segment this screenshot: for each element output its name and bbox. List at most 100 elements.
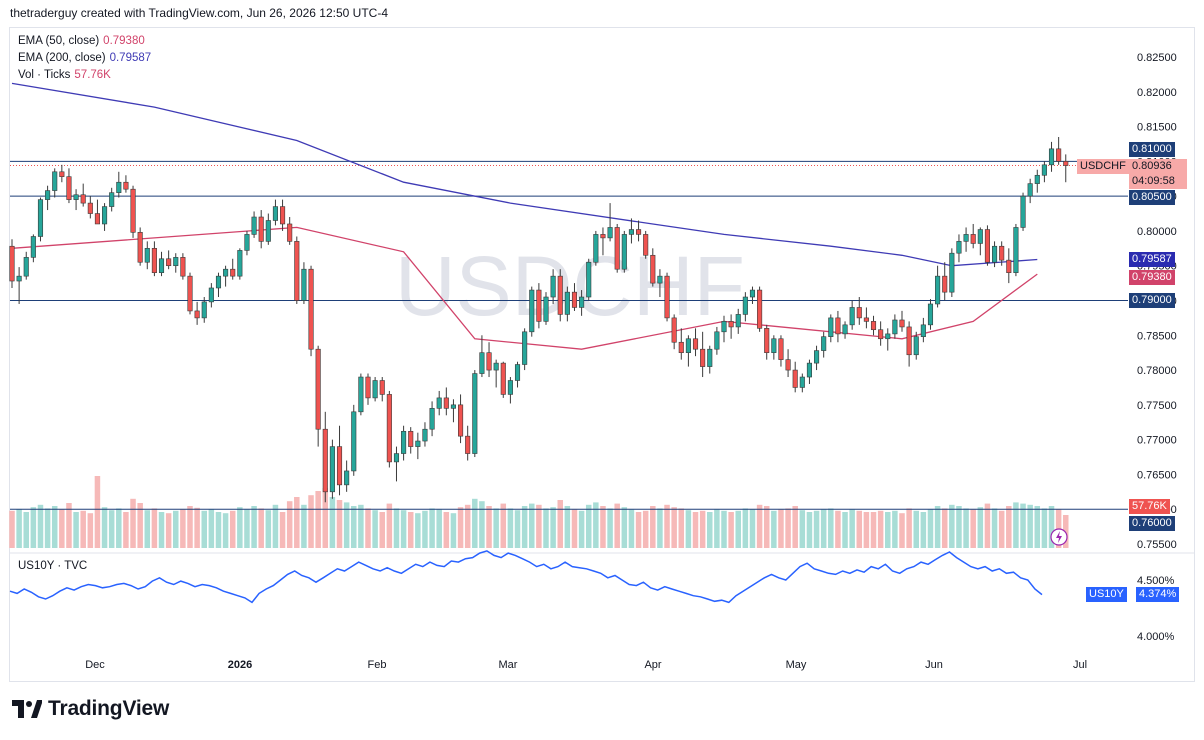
- candle[interactable]: [66, 168, 72, 204]
- candle[interactable]: [287, 217, 293, 245]
- candle[interactable]: [322, 411, 328, 503]
- candle[interactable]: [272, 199, 278, 226]
- candle[interactable]: [315, 345, 321, 447]
- candle[interactable]: [792, 361, 798, 393]
- candle[interactable]: [685, 335, 691, 367]
- candle[interactable]: [429, 401, 435, 437]
- candle[interactable]: [749, 286, 756, 304]
- candle[interactable]: [365, 373, 371, 405]
- candle[interactable]: [123, 175, 129, 193]
- candle[interactable]: [45, 185, 51, 211]
- candle[interactable]: [230, 258, 236, 280]
- candle[interactable]: [180, 253, 186, 280]
- candle[interactable]: [116, 171, 122, 198]
- candle[interactable]: [52, 168, 58, 198]
- candle[interactable]: [187, 272, 193, 315]
- candle[interactable]: [1063, 154, 1069, 183]
- candle[interactable]: [59, 164, 65, 183]
- candle[interactable]: [408, 427, 414, 454]
- candle[interactable]: [294, 236, 300, 304]
- candle[interactable]: [500, 361, 506, 398]
- ema200-line[interactable]: [11, 82, 1038, 267]
- candle[interactable]: [728, 314, 734, 339]
- candle[interactable]: [358, 373, 364, 416]
- candle[interactable]: [329, 439, 335, 499]
- alert-lightning-icon[interactable]: [1050, 528, 1068, 546]
- candle[interactable]: [942, 262, 948, 301]
- candle[interactable]: [671, 314, 677, 350]
- candle[interactable]: [878, 321, 884, 346]
- candle[interactable]: [764, 324, 770, 360]
- candle[interactable]: [16, 267, 22, 304]
- candle[interactable]: [109, 187, 115, 212]
- candle[interactable]: [628, 218, 634, 244]
- candle[interactable]: [735, 308, 741, 334]
- candle[interactable]: [650, 248, 656, 287]
- candle[interactable]: [208, 283, 214, 308]
- candle[interactable]: [401, 425, 407, 461]
- candle[interactable]: [23, 251, 29, 280]
- candle[interactable]: [643, 230, 649, 259]
- candle[interactable]: [94, 199, 100, 225]
- candle[interactable]: [579, 290, 585, 316]
- candle[interactable]: [37, 197, 44, 242]
- candle[interactable]: [543, 292, 549, 325]
- candle[interactable]: [870, 315, 877, 336]
- candle[interactable]: [436, 390, 442, 416]
- candle[interactable]: [73, 189, 79, 211]
- candle[interactable]: [984, 225, 990, 266]
- candle[interactable]: [443, 387, 449, 416]
- candle[interactable]: [856, 297, 862, 325]
- candle[interactable]: [814, 345, 820, 371]
- candle[interactable]: [999, 241, 1005, 266]
- candle[interactable]: [636, 220, 642, 242]
- candle[interactable]: [621, 230, 627, 273]
- candle[interactable]: [87, 196, 93, 219]
- candle[interactable]: [664, 272, 670, 322]
- candle[interactable]: [9, 239, 15, 288]
- candle[interactable]: [30, 234, 36, 263]
- candle[interactable]: [842, 321, 848, 339]
- candle[interactable]: [336, 425, 343, 496]
- us10y-line[interactable]: [9, 550, 1043, 604]
- candle[interactable]: [344, 460, 350, 492]
- candle[interactable]: [265, 213, 271, 245]
- candle[interactable]: [742, 292, 748, 322]
- candle[interactable]: [1006, 248, 1012, 284]
- legend-volume[interactable]: Vol · Ticks 57.76K: [18, 69, 111, 81]
- candle[interactable]: [657, 269, 663, 298]
- candle[interactable]: [550, 269, 556, 304]
- candle[interactable]: [1048, 141, 1055, 172]
- candle[interactable]: [536, 283, 542, 329]
- candle[interactable]: [258, 210, 264, 249]
- candle[interactable]: [593, 230, 599, 266]
- candle[interactable]: [557, 269, 563, 322]
- candle[interactable]: [529, 286, 535, 337]
- candle[interactable]: [806, 359, 812, 384]
- candle[interactable]: [137, 227, 143, 266]
- candle[interactable]: [906, 321, 912, 367]
- candle[interactable]: [828, 314, 834, 343]
- candle[interactable]: [158, 251, 165, 277]
- candle[interactable]: [700, 331, 706, 378]
- candle[interactable]: [1013, 223, 1019, 277]
- candle[interactable]: [1056, 137, 1062, 165]
- candle[interactable]: [835, 310, 841, 343]
- candle[interactable]: [970, 223, 976, 249]
- candle[interactable]: [422, 422, 428, 447]
- legend-ema200[interactable]: EMA (200, close) 0.79587: [18, 52, 151, 64]
- candle[interactable]: [849, 300, 855, 330]
- candle[interactable]: [885, 328, 891, 351]
- candle[interactable]: [899, 310, 905, 332]
- candle[interactable]: [714, 326, 720, 355]
- candle[interactable]: [721, 315, 727, 343]
- candle[interactable]: [244, 230, 250, 256]
- candle[interactable]: [1034, 169, 1040, 193]
- candle[interactable]: [757, 286, 763, 332]
- candle[interactable]: [586, 258, 592, 301]
- candle[interactable]: [778, 335, 784, 367]
- candle[interactable]: [963, 227, 969, 252]
- candle[interactable]: [173, 253, 179, 273]
- candle[interactable]: [507, 377, 513, 404]
